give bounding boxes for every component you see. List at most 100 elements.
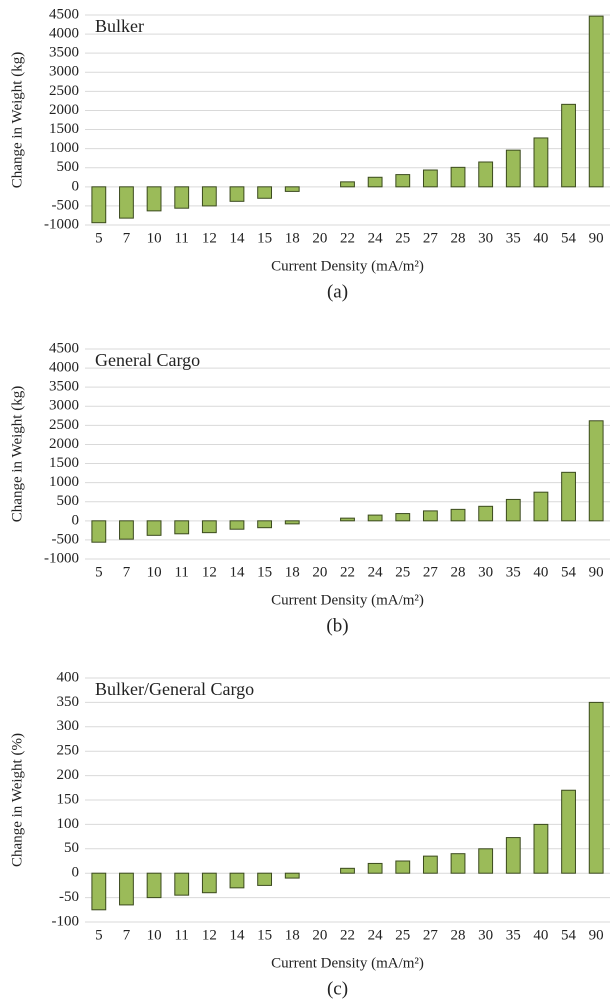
bar	[478, 505, 494, 522]
bar	[201, 520, 217, 534]
x-tick-label: 10	[147, 230, 162, 246]
x-tick-label: 35	[506, 230, 521, 246]
bar	[284, 186, 300, 192]
bar	[395, 860, 411, 874]
x-tick-label: 20	[312, 564, 327, 580]
x-tick-label: 5	[95, 927, 103, 943]
x-tick-label: 30	[478, 927, 493, 943]
bar	[505, 149, 521, 188]
bar	[201, 872, 217, 894]
y-tick-label: 50	[64, 840, 79, 856]
bar	[119, 520, 134, 540]
bar	[395, 513, 411, 522]
bar	[395, 174, 411, 188]
x-tick-label: 12	[202, 230, 217, 246]
bar	[257, 872, 273, 886]
x-tick-label: 28	[451, 927, 466, 943]
y-tick-label: -500	[52, 531, 80, 547]
x-tick-label: 14	[229, 564, 245, 580]
x-tick-label: 7	[123, 564, 131, 580]
x-tick-label: 15	[257, 927, 272, 943]
bar	[174, 872, 190, 896]
y-tick-label: 0	[72, 178, 80, 194]
y-tick-label: 1000	[49, 140, 79, 156]
x-tick-label: 11	[174, 230, 188, 246]
x-tick-label: 54	[561, 564, 577, 580]
x-tick-label: 28	[451, 564, 466, 580]
bar	[340, 517, 355, 522]
y-tick-label: 4000	[49, 26, 79, 42]
x-tick-label: 90	[589, 564, 604, 580]
bar	[284, 520, 300, 525]
x-tick-label: 15	[257, 564, 272, 580]
x-tick-label: 11	[174, 927, 188, 943]
y-axis-label: Change in Weight (kg)	[9, 52, 25, 188]
bar	[422, 855, 438, 874]
x-tick-label: 18	[285, 230, 300, 246]
bar	[367, 862, 383, 874]
bar	[146, 520, 162, 536]
y-tick-label: 0	[72, 512, 80, 528]
bar	[284, 872, 300, 879]
x-tick-label: 90	[589, 927, 604, 943]
bar	[561, 103, 576, 188]
bar	[340, 867, 355, 874]
y-axis-label: Change in Weight (kg)	[9, 386, 25, 522]
x-tick-label: 90	[589, 230, 604, 246]
chart-title: General Cargo	[95, 350, 200, 370]
y-tick-label: 350	[57, 694, 80, 710]
y-tick-label: 2000	[49, 102, 79, 118]
x-tick-label: 54	[561, 230, 577, 246]
x-tick-label: 12	[202, 564, 217, 580]
x-tick-label: 40	[533, 230, 548, 246]
y-tick-label: 0	[72, 865, 80, 881]
x-tick-label: 18	[285, 564, 300, 580]
y-tick-label: 1000	[49, 474, 79, 490]
x-tick-label: 40	[533, 564, 548, 580]
x-tick-label: 24	[368, 927, 384, 943]
y-tick-label: -50	[59, 889, 79, 905]
y-tick-label: 400	[57, 669, 80, 685]
x-tick-label: 14	[229, 230, 245, 246]
y-tick-label: -1000	[44, 550, 79, 566]
bar	[533, 491, 549, 522]
y-tick-label: 250	[57, 743, 80, 759]
y-tick-label: -1000	[44, 216, 79, 232]
x-tick-label: 5	[95, 230, 103, 246]
y-tick-label: 4500	[49, 340, 79, 356]
x-tick-label: 27	[423, 230, 439, 246]
x-tick-label: 54	[561, 927, 577, 943]
y-tick-label: 2500	[49, 83, 79, 99]
y-tick-label: 1500	[49, 121, 79, 137]
bar	[229, 186, 245, 202]
x-tick-label: 30	[478, 564, 493, 580]
x-tick-label: 18	[285, 927, 300, 943]
y-tick-label: 4500	[49, 6, 79, 22]
bar	[533, 137, 549, 188]
y-tick-label: 3500	[49, 379, 79, 395]
bar	[478, 161, 494, 188]
y-tick-label: 1500	[49, 455, 79, 471]
y-tick-label: 3500	[49, 45, 79, 61]
bar	[201, 186, 217, 207]
y-tick-label: 2500	[49, 417, 79, 433]
bar	[119, 186, 134, 219]
bar	[478, 848, 494, 874]
bar	[146, 186, 162, 212]
chart-title: Bulker/General Cargo	[95, 679, 254, 699]
x-axis-label: Current Density (mA/m²)	[271, 955, 424, 971]
x-tick-label: 25	[395, 564, 410, 580]
y-tick-label: 200	[57, 767, 80, 783]
y-tick-label: 100	[57, 816, 80, 832]
y-tick-label: 2000	[49, 436, 79, 452]
bar	[257, 520, 273, 529]
x-tick-label: 10	[147, 927, 162, 943]
x-tick-label: 7	[123, 230, 131, 246]
y-tick-label: 500	[57, 159, 80, 175]
x-tick-label: 22	[340, 230, 355, 246]
bar	[561, 471, 576, 522]
x-tick-label: 35	[506, 564, 521, 580]
x-tick-label: 11	[174, 564, 188, 580]
bar	[422, 510, 438, 522]
